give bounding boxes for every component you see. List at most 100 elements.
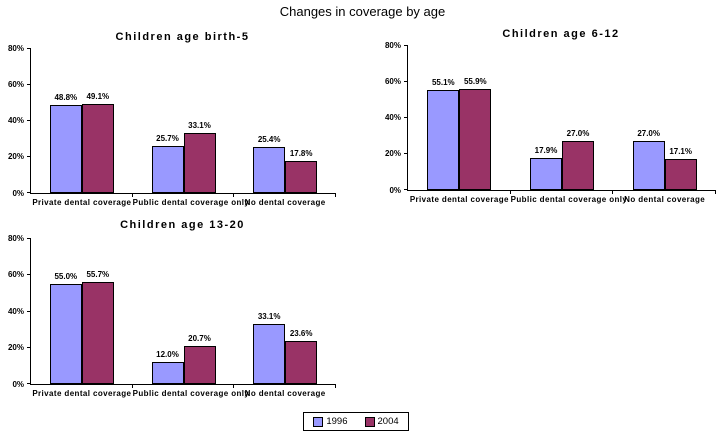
bar-2004 — [81, 104, 114, 193]
y-axis-tick — [27, 156, 31, 158]
y-axis-tick — [404, 153, 408, 155]
bar-value-label: 55.7% — [86, 270, 110, 280]
x-axis-category-label: Private dental coverage — [32, 198, 132, 207]
y-axis-tick — [27, 347, 31, 348]
bar-value-label: 20.7% — [188, 334, 211, 344]
plot-area-13-20: 0% 20% 40% 60% 80% Private dental coverage 55.… — [8, 234, 336, 398]
legend-label: 1996 — [326, 415, 348, 427]
y-axis-tick-label: 0% — [12, 188, 24, 198]
bar-value-label: 25.7% — [156, 134, 179, 144]
legend-item-1996: 1996 — [313, 415, 348, 427]
bar-1996 — [151, 362, 184, 384]
legend-label: 2004 — [377, 415, 399, 427]
plot-area-birth-5: 0% 20% 40% 60% 80% Private dental coverage 48.… — [8, 44, 336, 207]
x-axis-category-label: No dental coverage — [244, 198, 326, 207]
y-axis-tick — [27, 120, 31, 121]
x-axis-category-label: Public dental coverage only — [132, 198, 250, 207]
x-axis-tick — [131, 384, 133, 388]
y-axis-tick-label: 60% — [384, 76, 401, 86]
x-axis-tick — [509, 190, 511, 194]
x-axis-tick — [612, 190, 614, 194]
x-axis-tick — [233, 193, 235, 197]
bar-value-label: 55.0% — [54, 271, 78, 281]
legend-item-2004: 2004 — [364, 415, 399, 427]
x-axis-category-label: Public dental coverage only — [132, 389, 250, 398]
y-axis-tick — [27, 237, 31, 239]
y-axis-tick — [27, 383, 31, 384]
y-axis-tick-label: 40% — [7, 306, 24, 316]
bar-value-label: 27.0% — [566, 129, 590, 139]
y-axis-tick — [404, 80, 408, 82]
bar-2004 — [81, 282, 114, 384]
x-axis-category-label: Private dental coverage — [409, 195, 509, 204]
y-axis-tick-label: 60% — [7, 79, 24, 89]
bar-value-label: 25.4% — [257, 134, 281, 144]
bar-value-label: 17.9% — [534, 145, 558, 155]
y-axis-tick-label: 20% — [7, 343, 24, 352]
bar-2004 — [285, 340, 318, 384]
y-axis-tick-label: 0% — [389, 185, 401, 195]
x-axis-tick — [715, 190, 716, 194]
chart-children-13-20: Children age 13-20 0% 20% 40% 60% 80% Private… — [0, 218, 340, 404]
y-axis-tick-label: 20% — [7, 152, 24, 162]
x-axis-tick — [335, 384, 336, 388]
bar-2004 — [183, 133, 216, 193]
y-axis-tick — [27, 192, 31, 193]
chart-title-6-12: Children age 6-12 — [502, 28, 620, 40]
y-axis-tick — [27, 83, 31, 85]
bar-value-label: 17.8% — [289, 148, 313, 158]
bar-2004 — [183, 346, 216, 384]
y-axis-tick-label: 40% — [384, 113, 401, 122]
figure-title: Changes in coverage by age — [279, 4, 446, 19]
chart-title-birth-5: Children age birth-5 — [115, 31, 250, 43]
y-axis-tick — [404, 189, 408, 190]
legend-swatch-1996 — [313, 416, 324, 427]
y-axis-tick — [27, 47, 31, 49]
chart-children-birth-5: Children age birth-5 0% 20% 40% 60% 80% Priva… — [0, 30, 340, 216]
y-axis-tick — [27, 310, 31, 312]
y-axis-tick-label: 80% — [7, 233, 24, 243]
y-axis-tick-label: 80% — [7, 43, 24, 53]
y-axis-tick — [404, 44, 408, 46]
bar-value-label: 55.9% — [463, 76, 487, 86]
bar-value-label: 33.1% — [257, 311, 281, 321]
y-axis-tick — [404, 117, 408, 118]
bar-1996 — [49, 283, 82, 384]
y-axis-tick-label: 40% — [7, 116, 24, 125]
x-axis-tick — [335, 193, 336, 197]
bar-value-label: 27.0% — [637, 129, 660, 139]
x-axis-tick — [233, 384, 235, 388]
bar-1996 — [427, 90, 460, 190]
bar-value-label: 49.1% — [86, 92, 110, 102]
bar-value-label: 48.8% — [54, 92, 78, 102]
plot-area-6-12: 0% 20% 40% 60% 80% Private dental coverage 55.… — [385, 41, 716, 204]
bar-value-label: 23.6% — [289, 328, 313, 338]
y-axis-tick-label: 0% — [12, 379, 24, 389]
bar-1996 — [253, 146, 286, 193]
x-axis-category-label: No dental coverage — [244, 389, 326, 398]
x-axis-tick — [131, 193, 133, 197]
legend-swatch-2004 — [364, 416, 375, 427]
bar-1996 — [253, 323, 286, 384]
bar-1996 — [49, 104, 82, 193]
bar-value-label: 55.1% — [431, 78, 455, 88]
y-axis-tick-label: 80% — [384, 40, 401, 50]
bar-2004 — [562, 141, 594, 190]
bar-2004 — [459, 88, 492, 190]
bar-2004 — [664, 159, 697, 190]
chart-title-13-20: Children age 13-20 — [120, 219, 245, 231]
bar-2004 — [285, 160, 318, 193]
bar-value-label: 33.1% — [188, 121, 211, 131]
chart-children-6-12: Children age 6-12 0% 20% 40% 60% 80% Private … — [377, 25, 725, 215]
x-axis-category-label: Private dental coverage — [32, 389, 132, 398]
legend: 1996 2004 — [303, 412, 409, 431]
y-axis-tick-label: 60% — [7, 270, 24, 279]
y-axis-tick-label: 20% — [384, 149, 401, 159]
bar-value-label: 12.0% — [156, 350, 179, 360]
bar-value-label: 17.1% — [669, 147, 692, 157]
x-axis-category-label: No dental coverage — [624, 195, 706, 204]
x-axis-category-label: Public dental coverage only — [510, 195, 628, 204]
bar-1996 — [151, 146, 184, 193]
bar-1996 — [530, 157, 562, 190]
